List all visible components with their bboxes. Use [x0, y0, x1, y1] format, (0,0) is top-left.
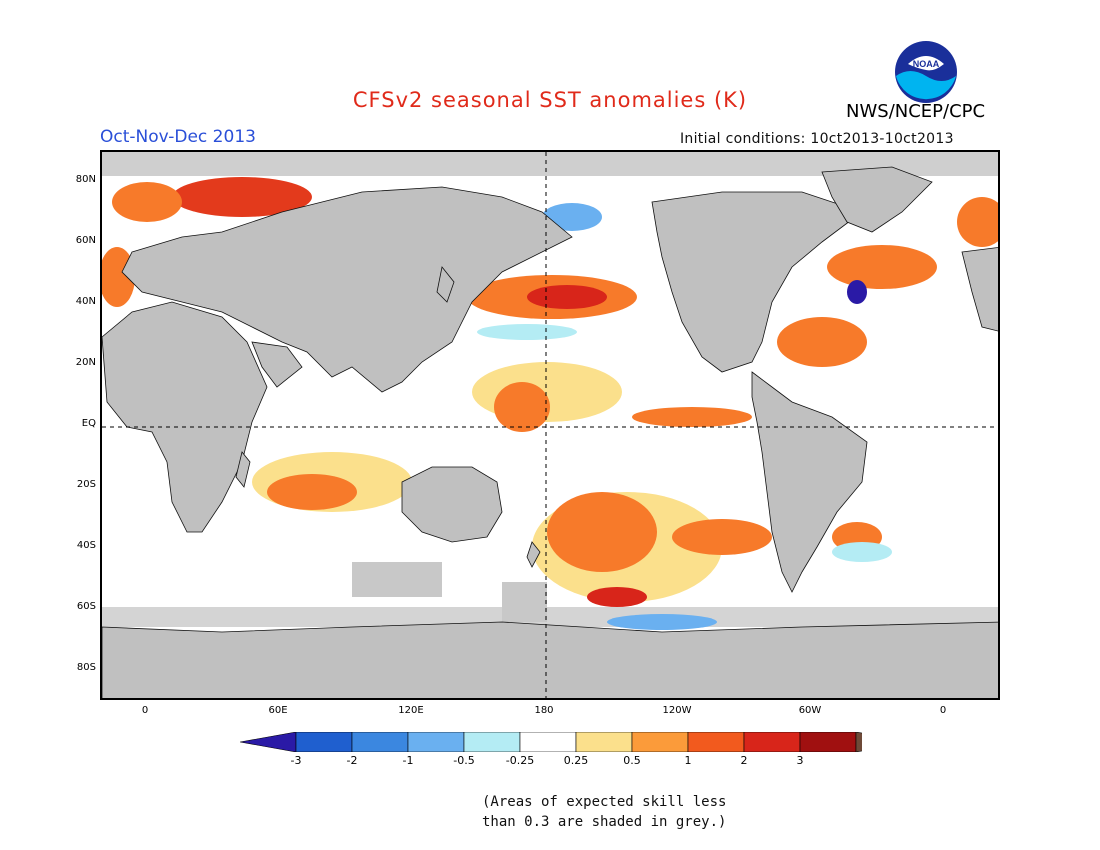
colorbar-arrow-high: [855, 732, 862, 752]
colorbar-cell: [295, 732, 353, 752]
colorbar-cell: [631, 732, 689, 752]
lat-label: 80N: [75, 174, 96, 185]
eurasia: [121, 186, 573, 393]
lat-label: 40N: [75, 296, 96, 307]
colorbar-tick-label: 0.5: [623, 754, 641, 767]
colorbar-cell: [575, 732, 633, 752]
lat-label: 20S: [76, 479, 96, 490]
lat-label: 60N: [75, 235, 96, 246]
colorbar-cell: [351, 732, 409, 752]
strong-anomaly-north-pacific: [527, 285, 607, 309]
warm-anomaly-nordic: [112, 182, 182, 222]
map-title: CFSv2 seasonal SST anomalies (K): [352, 88, 748, 112]
skill-note-line: than 0.3 are shaded in grey.): [482, 814, 727, 830]
low-skill-southern-ocean: [102, 607, 998, 627]
forecast-period: Oct-Nov-Dec 2013: [100, 127, 256, 147]
lat-label: 80S: [76, 662, 96, 673]
colorbar-cell: [799, 732, 857, 752]
lon-label: 180: [534, 705, 554, 716]
colorbar-cell: [407, 732, 465, 752]
cold-anomaly-north-atlantic: [847, 280, 867, 304]
warm-anomaly-gulf-stream: [827, 245, 937, 289]
africa: [102, 301, 268, 533]
lat-label: 60S: [76, 601, 96, 612]
europe-east-edge: [961, 247, 998, 332]
low-skill-patch: [502, 582, 547, 622]
lon-label: 120E: [398, 705, 424, 716]
colorbar-arrow-low: [240, 732, 297, 752]
japan: [436, 266, 455, 303]
warm-anomaly-subtropical-atlantic: [777, 317, 867, 367]
greenland: [821, 166, 933, 233]
antarctica: [102, 621, 998, 698]
colorbar-tick-label: -3: [290, 754, 302, 767]
agency-label: NWS/NCEP/CPC: [846, 101, 986, 122]
lat-label: EQ: [81, 418, 96, 429]
warm-anomaly-barents: [172, 177, 312, 217]
warm-anomaly-east-pacific: [632, 407, 752, 427]
colorbar-cell: [463, 732, 521, 752]
colorbar-tick-label: -1: [402, 754, 414, 767]
australia: [401, 466, 503, 543]
warm-anomaly-date-line: [494, 382, 550, 432]
logo-text: NOAA: [913, 59, 940, 69]
lon-label: 0: [939, 705, 947, 716]
colorbar-cell: [519, 732, 577, 752]
warm-anomaly-south-pacific: [547, 492, 657, 572]
warm-anomaly-south-indian: [267, 474, 357, 510]
low-skill-patch: [352, 562, 442, 597]
noaa-logo-icon: NOAA: [895, 41, 957, 103]
strong-anomaly-south-pacific: [587, 587, 647, 607]
lat-label: 40S: [76, 540, 96, 551]
skill-note: (Areas of expected skill less than 0.3 a…: [482, 792, 726, 832]
madagascar: [235, 451, 251, 488]
colorbar: [240, 732, 862, 752]
cool-anomaly-north-pacific: [477, 324, 577, 340]
warm-anomaly-nordic-east: [957, 197, 998, 247]
colorbar-cell: [743, 732, 801, 752]
lon-label: 60E: [268, 705, 288, 716]
north-america: [651, 191, 863, 373]
lon-label: 60W: [798, 705, 822, 716]
colorbar-tick-label: -0.25: [505, 754, 535, 767]
colorbar-tick-label: -2: [346, 754, 358, 767]
lon-label: 120W: [662, 705, 692, 716]
lat-label: 20N: [75, 357, 96, 368]
land-masses: [102, 166, 998, 698]
cold-anomaly-southern-ocean: [607, 614, 717, 630]
colorbar-tick-label: 0.25: [563, 754, 589, 767]
lon-label: 0: [141, 705, 149, 716]
colorbar-tick-label: -0.5: [453, 754, 475, 767]
colorbar-tick-label: 3: [796, 754, 804, 767]
warm-anomaly-southeast-pacific: [672, 519, 772, 555]
new-zealand: [526, 541, 541, 568]
colorbar-tick-label: 2: [740, 754, 748, 767]
arabia: [251, 341, 303, 388]
sst-anomaly-map: [100, 150, 1000, 700]
skill-note-line: (Areas of expected skill less: [482, 794, 727, 810]
initial-conditions: Initial conditions: 10ct2013-10ct2013: [680, 131, 954, 147]
colorbar-tick-label: 1: [684, 754, 692, 767]
colorbar-cell: [687, 732, 745, 752]
cool-anomaly-falklands: [832, 542, 892, 562]
